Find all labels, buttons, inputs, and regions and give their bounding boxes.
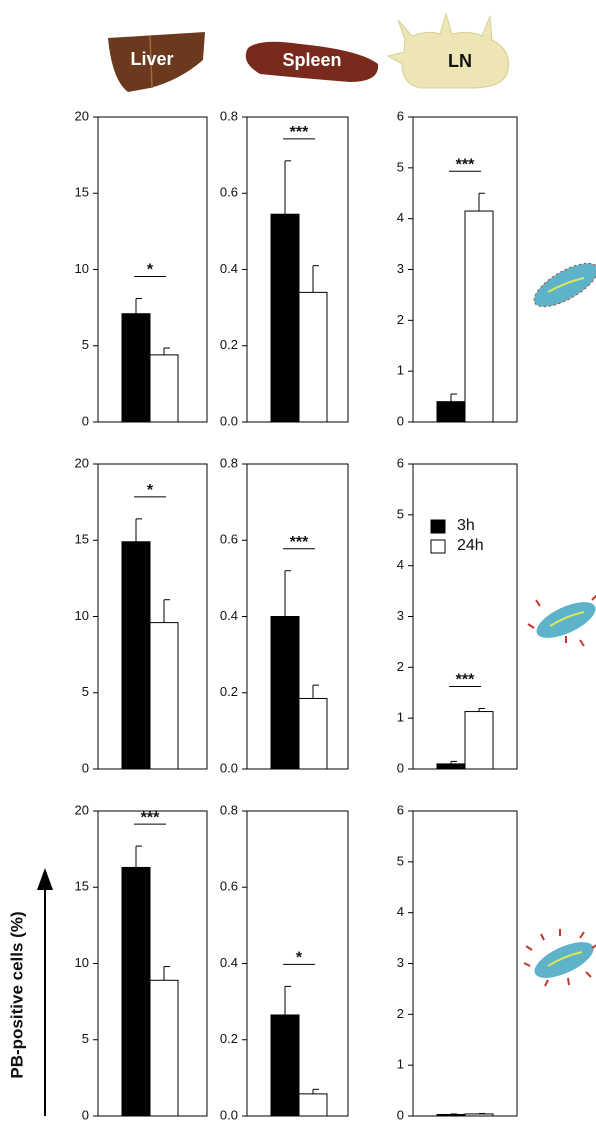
bar (270, 616, 300, 770)
y-tick-label: 20 (75, 108, 89, 123)
y-tick-label: 0.6 (220, 185, 238, 200)
significance-label: *** (456, 672, 475, 689)
y-tick-label: 10 (75, 261, 89, 276)
legend-label: 24h (457, 537, 484, 554)
y-tick-label: 10 (75, 608, 89, 623)
y-tick-label: 3 (397, 608, 404, 623)
y-tick-label: 0.8 (220, 802, 238, 817)
legend-label: 3h (457, 517, 475, 534)
liver-icon (108, 32, 205, 92)
y-tick-label: 6 (397, 802, 404, 817)
ln-icon (386, 12, 510, 89)
organ-label: Spleen (282, 50, 341, 70)
y-tick-label: 5 (82, 1031, 89, 1046)
y-tick-label: 0.2 (220, 1031, 238, 1046)
arrow-head (37, 868, 53, 890)
bar (149, 354, 179, 423)
y-tick-label: 0 (82, 760, 89, 775)
y-tick-label: 0 (397, 1107, 404, 1121)
y-tick-label: 5 (82, 684, 89, 699)
y-tick-label: 5 (82, 337, 89, 352)
particle-icon (527, 594, 596, 647)
legend-swatch (430, 519, 446, 534)
y-tick-label: 0 (397, 760, 404, 775)
y-tick-label: 2 (397, 312, 404, 327)
y-tick-label: 20 (75, 455, 89, 470)
legend-swatch (430, 539, 446, 554)
y-tick-label: 0.6 (220, 879, 238, 894)
y-tick-label: 15 (75, 879, 89, 894)
significance-label: *** (290, 534, 309, 551)
y-tick-label: 4 (397, 210, 404, 225)
bar (121, 541, 151, 770)
y-tick-label: 0.2 (220, 684, 238, 699)
bar (298, 1093, 328, 1117)
y-tick-label: 2 (397, 659, 404, 674)
y-tick-label: 1 (397, 1057, 404, 1072)
y-tick-label: 5 (397, 506, 404, 521)
y-tick-label: 6 (397, 455, 404, 470)
significance-label: * (147, 262, 154, 279)
y-tick-label: 2 (397, 1006, 404, 1021)
particle-icon (523, 929, 596, 987)
bar (298, 291, 328, 423)
y-tick-label: 4 (397, 904, 404, 919)
y-tick-label: 0 (82, 1107, 89, 1121)
y-tick-label: 5 (397, 159, 404, 174)
bar (464, 210, 494, 423)
y-tick-label: 1 (397, 363, 404, 378)
y-tick-label: 0.6 (220, 532, 238, 547)
bar (270, 213, 300, 423)
y-tick-label: 15 (75, 185, 89, 200)
significance-label: *** (456, 156, 475, 173)
bar (298, 697, 328, 770)
y-tick-label: 3 (397, 955, 404, 970)
y-tick-label: 6 (397, 108, 404, 123)
significance-label: *** (141, 809, 160, 826)
significance-label: * (296, 950, 303, 967)
bar (149, 979, 179, 1117)
organ-label: LN (448, 51, 472, 71)
bar (464, 1113, 494, 1117)
y-tick-label: 4 (397, 557, 404, 572)
y-tick-label: 10 (75, 955, 89, 970)
y-tick-label: 0.0 (220, 760, 238, 775)
y-tick-label: 0.4 (220, 608, 238, 623)
bar (436, 401, 466, 423)
bar (436, 1113, 466, 1117)
bar (121, 313, 151, 423)
y-tick-label: 1 (397, 710, 404, 725)
y-tick-label: 0.8 (220, 108, 238, 123)
y-tick-label: 0 (82, 413, 89, 428)
bar (270, 1014, 300, 1117)
significance-label: *** (290, 124, 309, 141)
y-tick-label: 0 (397, 413, 404, 428)
bar (149, 622, 179, 770)
bar (121, 866, 151, 1117)
particle-icon (533, 262, 596, 308)
y-tick-label: 0.0 (220, 1107, 238, 1121)
y-tick-label: 5 (397, 853, 404, 868)
y-tick-label: 0.4 (220, 261, 238, 276)
spleen-icon (245, 41, 379, 82)
significance-label: * (147, 482, 154, 499)
y-tick-label: 0.4 (220, 955, 238, 970)
y-tick-label: 0.2 (220, 337, 238, 352)
y-tick-label: 20 (75, 802, 89, 817)
plot-frame (412, 810, 518, 1117)
y-tick-label: 0.0 (220, 413, 238, 428)
bar (464, 711, 494, 770)
y-axis-label: PB-positive cells (%) (7, 911, 26, 1078)
y-tick-label: 15 (75, 532, 89, 547)
bar (436, 763, 466, 770)
organ-label: Liver (130, 49, 173, 69)
y-tick-label: 0.8 (220, 455, 238, 470)
y-tick-label: 3 (397, 261, 404, 276)
liver-icon-line (149, 35, 153, 89)
